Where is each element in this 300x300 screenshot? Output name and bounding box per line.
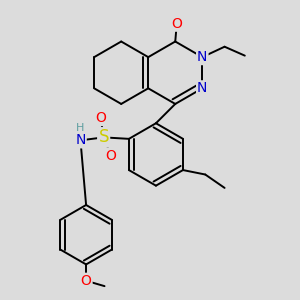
Text: N: N <box>75 133 86 147</box>
Text: N: N <box>197 50 208 64</box>
Text: S: S <box>98 128 109 146</box>
Text: H: H <box>76 123 84 133</box>
Text: O: O <box>171 17 182 31</box>
Text: N: N <box>197 81 208 95</box>
Text: O: O <box>95 111 106 125</box>
Text: O: O <box>81 274 92 288</box>
Text: O: O <box>106 149 116 163</box>
